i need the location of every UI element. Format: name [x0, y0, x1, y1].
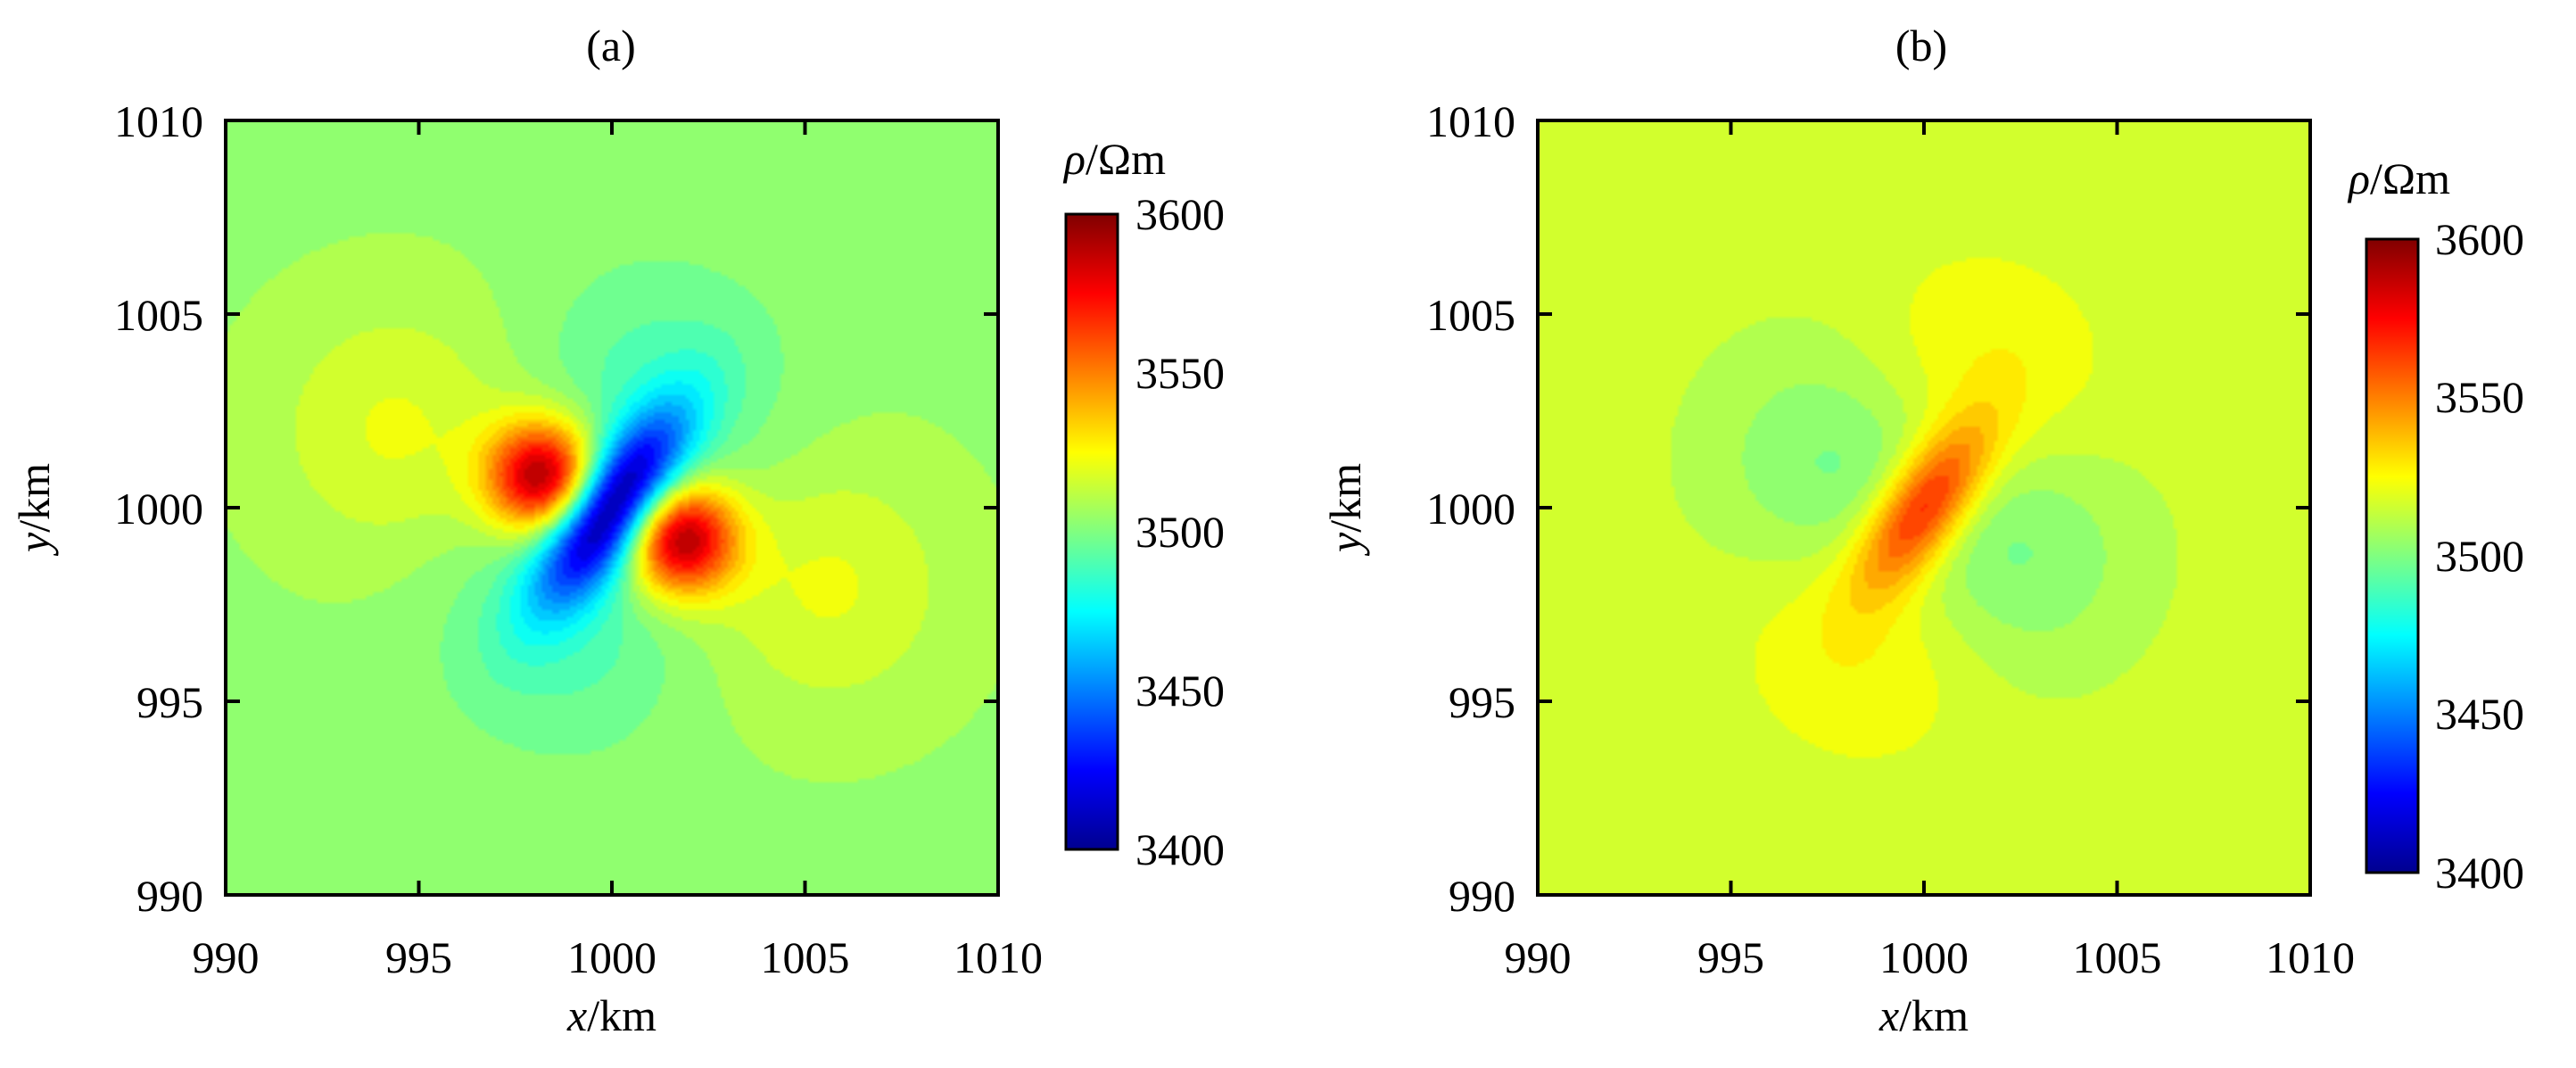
x-tick-label: 1005: [2073, 932, 2162, 982]
colorbar-tick-label: 3450: [1135, 666, 1225, 716]
panel-a: (a) 990 995 1000 1005 1010 990 995 1000 …: [9, 21, 1225, 1040]
x-tick-label: 1010: [954, 932, 1043, 982]
heatmap-image: [226, 120, 998, 895]
panel-label: (b): [1895, 21, 1947, 70]
x-tick-label: 1000: [1879, 932, 1969, 982]
panel-label: (a): [586, 21, 636, 70]
ticks: [224, 119, 1000, 897]
heatmap-image: [1538, 120, 2310, 895]
y-axis-label-unit: /km: [1320, 463, 1370, 533]
x-tick-label: 1010: [2266, 932, 2355, 982]
x-axis-label-unit: /km: [1899, 990, 1969, 1040]
y-tick-label: 1000: [1426, 484, 1515, 534]
y-tick-label: 995: [1449, 677, 1515, 727]
y-axis-label-unit: /km: [9, 463, 59, 533]
y-axis-label-var: y: [1320, 532, 1370, 557]
colorbar-tick-label: 3550: [1135, 348, 1225, 398]
y-tick-label: 1010: [1426, 96, 1515, 146]
x-axis-label-var: x: [1878, 990, 1899, 1040]
x-tick-label: 995: [1697, 932, 1764, 982]
x-tick-label: 995: [385, 932, 452, 982]
colorbar: ρ/Ωm 3600 3550 3500 3450 3400: [2347, 153, 2524, 898]
y-tick-label: 990: [1449, 871, 1515, 921]
x-axis-label: x/km: [566, 990, 656, 1040]
x-tick-label: 990: [1505, 932, 1572, 982]
x-tick-labels: 990 995 1000 1005 1010: [1505, 932, 2356, 982]
colorbar-title: ρ/Ωm: [2347, 153, 2450, 203]
x-axis-label-var: x: [566, 990, 587, 1040]
panel-b: (b) 990 995 1000 1005 1010 990 995 1000 …: [1320, 21, 2524, 1040]
y-tick-label: 1010: [114, 96, 203, 146]
colorbar-title-unit: /Ωm: [2370, 153, 2450, 203]
y-axis-label: y/km: [9, 463, 59, 557]
colorbar-tick-label: 3400: [1135, 824, 1225, 874]
colorbar-title-unit: /Ωm: [1086, 134, 1166, 184]
y-tick-label: 995: [136, 677, 203, 727]
colorbar-title: ρ/Ωm: [1062, 134, 1166, 184]
ticks: [1536, 119, 2312, 897]
colorbar-title-var: ρ: [1062, 134, 1086, 184]
y-tick-labels: 990 995 1000 1005 1010: [1426, 96, 1515, 921]
colorbar: ρ/Ωm 3600 3550 3500 3450 3400: [1062, 134, 1225, 874]
x-axis-label-unit: /km: [587, 990, 656, 1040]
y-tick-label: 1000: [114, 484, 203, 534]
x-tick-labels: 990 995 1000 1005 1010: [193, 932, 1044, 982]
colorbar-gradient: [2365, 237, 2420, 874]
colorbar-tick-label: 3500: [2435, 531, 2524, 581]
x-tick-label: 1000: [567, 932, 656, 982]
y-tick-label: 1005: [1426, 290, 1515, 340]
colorbar-tick-label: 3400: [2435, 848, 2524, 898]
colorbar-title-var: ρ: [2347, 153, 2370, 203]
colorbar-tick-label: 3600: [2435, 214, 2524, 264]
y-tick-label: 1005: [114, 290, 203, 340]
colorbar-tick-label: 3600: [1135, 189, 1225, 239]
x-tick-label: 990: [193, 932, 260, 982]
x-tick-label: 1005: [761, 932, 850, 982]
x-axis-label: x/km: [1878, 990, 1969, 1040]
colorbar-gradient: [1064, 212, 1119, 851]
y-tick-labels: 990 995 1000 1005 1010: [114, 96, 203, 921]
colorbar-tick-label: 3500: [1135, 507, 1225, 557]
colorbar-tick-label: 3550: [2435, 372, 2524, 422]
y-axis-label-var: y: [9, 532, 59, 557]
y-tick-label: 990: [136, 871, 203, 921]
y-axis-label: y/km: [1320, 463, 1370, 557]
colorbar-tick-label: 3450: [2435, 689, 2524, 739]
